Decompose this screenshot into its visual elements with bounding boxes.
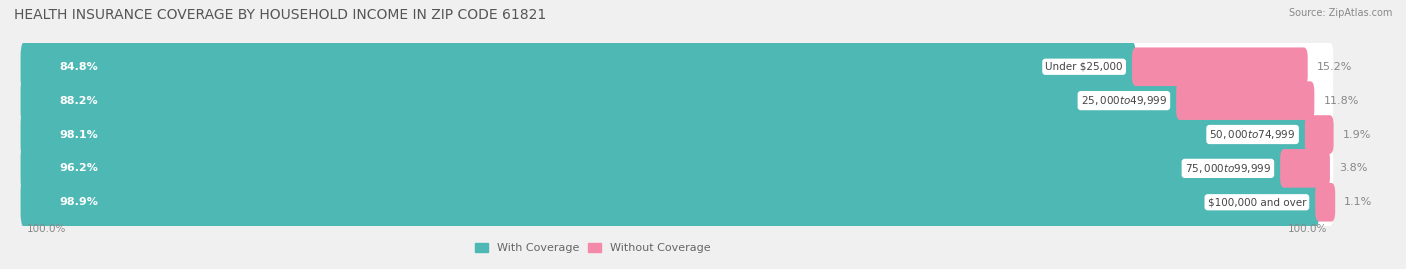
FancyBboxPatch shape [21, 175, 1333, 230]
Text: 100.0%: 100.0% [27, 224, 66, 234]
FancyBboxPatch shape [1177, 81, 1315, 120]
Text: 96.2%: 96.2% [59, 163, 98, 174]
Text: 98.9%: 98.9% [59, 197, 98, 207]
Text: 100.0%: 100.0% [1288, 224, 1327, 234]
FancyBboxPatch shape [21, 74, 1333, 129]
Legend: With Coverage, Without Coverage: With Coverage, Without Coverage [475, 243, 711, 253]
Text: 88.2%: 88.2% [59, 95, 98, 106]
FancyBboxPatch shape [21, 107, 1309, 162]
Text: 1.9%: 1.9% [1343, 129, 1371, 140]
FancyBboxPatch shape [21, 107, 1333, 162]
Text: $25,000 to $49,999: $25,000 to $49,999 [1081, 94, 1167, 107]
FancyBboxPatch shape [1132, 47, 1308, 86]
Text: 11.8%: 11.8% [1323, 95, 1358, 106]
Text: 84.8%: 84.8% [59, 62, 98, 72]
FancyBboxPatch shape [21, 175, 1333, 231]
Text: 3.8%: 3.8% [1339, 163, 1368, 174]
FancyBboxPatch shape [1305, 115, 1334, 154]
FancyBboxPatch shape [1279, 149, 1330, 188]
FancyBboxPatch shape [21, 141, 1333, 196]
Text: HEALTH INSURANCE COVERAGE BY HOUSEHOLD INCOME IN ZIP CODE 61821: HEALTH INSURANCE COVERAGE BY HOUSEHOLD I… [14, 8, 547, 22]
Text: 98.1%: 98.1% [59, 129, 98, 140]
FancyBboxPatch shape [1315, 183, 1336, 222]
FancyBboxPatch shape [21, 73, 1333, 128]
FancyBboxPatch shape [21, 175, 1319, 230]
FancyBboxPatch shape [21, 108, 1333, 163]
Text: $100,000 and over: $100,000 and over [1208, 197, 1306, 207]
Text: $50,000 to $74,999: $50,000 to $74,999 [1209, 128, 1296, 141]
Text: $75,000 to $99,999: $75,000 to $99,999 [1185, 162, 1271, 175]
FancyBboxPatch shape [21, 39, 1333, 94]
FancyBboxPatch shape [21, 40, 1333, 95]
FancyBboxPatch shape [21, 39, 1136, 94]
Text: Under $25,000: Under $25,000 [1046, 62, 1123, 72]
Text: Source: ZipAtlas.com: Source: ZipAtlas.com [1288, 8, 1392, 18]
Text: 15.2%: 15.2% [1317, 62, 1353, 72]
Text: 1.1%: 1.1% [1344, 197, 1372, 207]
FancyBboxPatch shape [21, 141, 1284, 196]
FancyBboxPatch shape [21, 141, 1333, 197]
FancyBboxPatch shape [21, 73, 1180, 128]
